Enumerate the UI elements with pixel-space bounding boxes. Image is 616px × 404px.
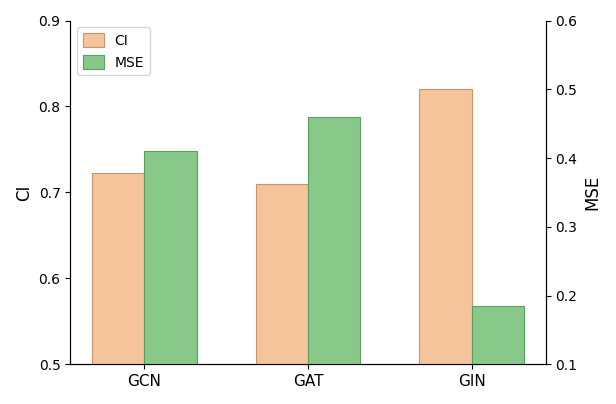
Bar (308, 117, 360, 404)
Bar (256, 184, 308, 404)
Y-axis label: CI: CI (15, 184, 33, 200)
Bar (419, 89, 472, 404)
Y-axis label: MSE: MSE (583, 175, 601, 210)
Bar (144, 151, 197, 404)
Legend: CI, MSE: CI, MSE (77, 27, 150, 75)
Bar (472, 306, 524, 404)
Bar (92, 173, 144, 404)
